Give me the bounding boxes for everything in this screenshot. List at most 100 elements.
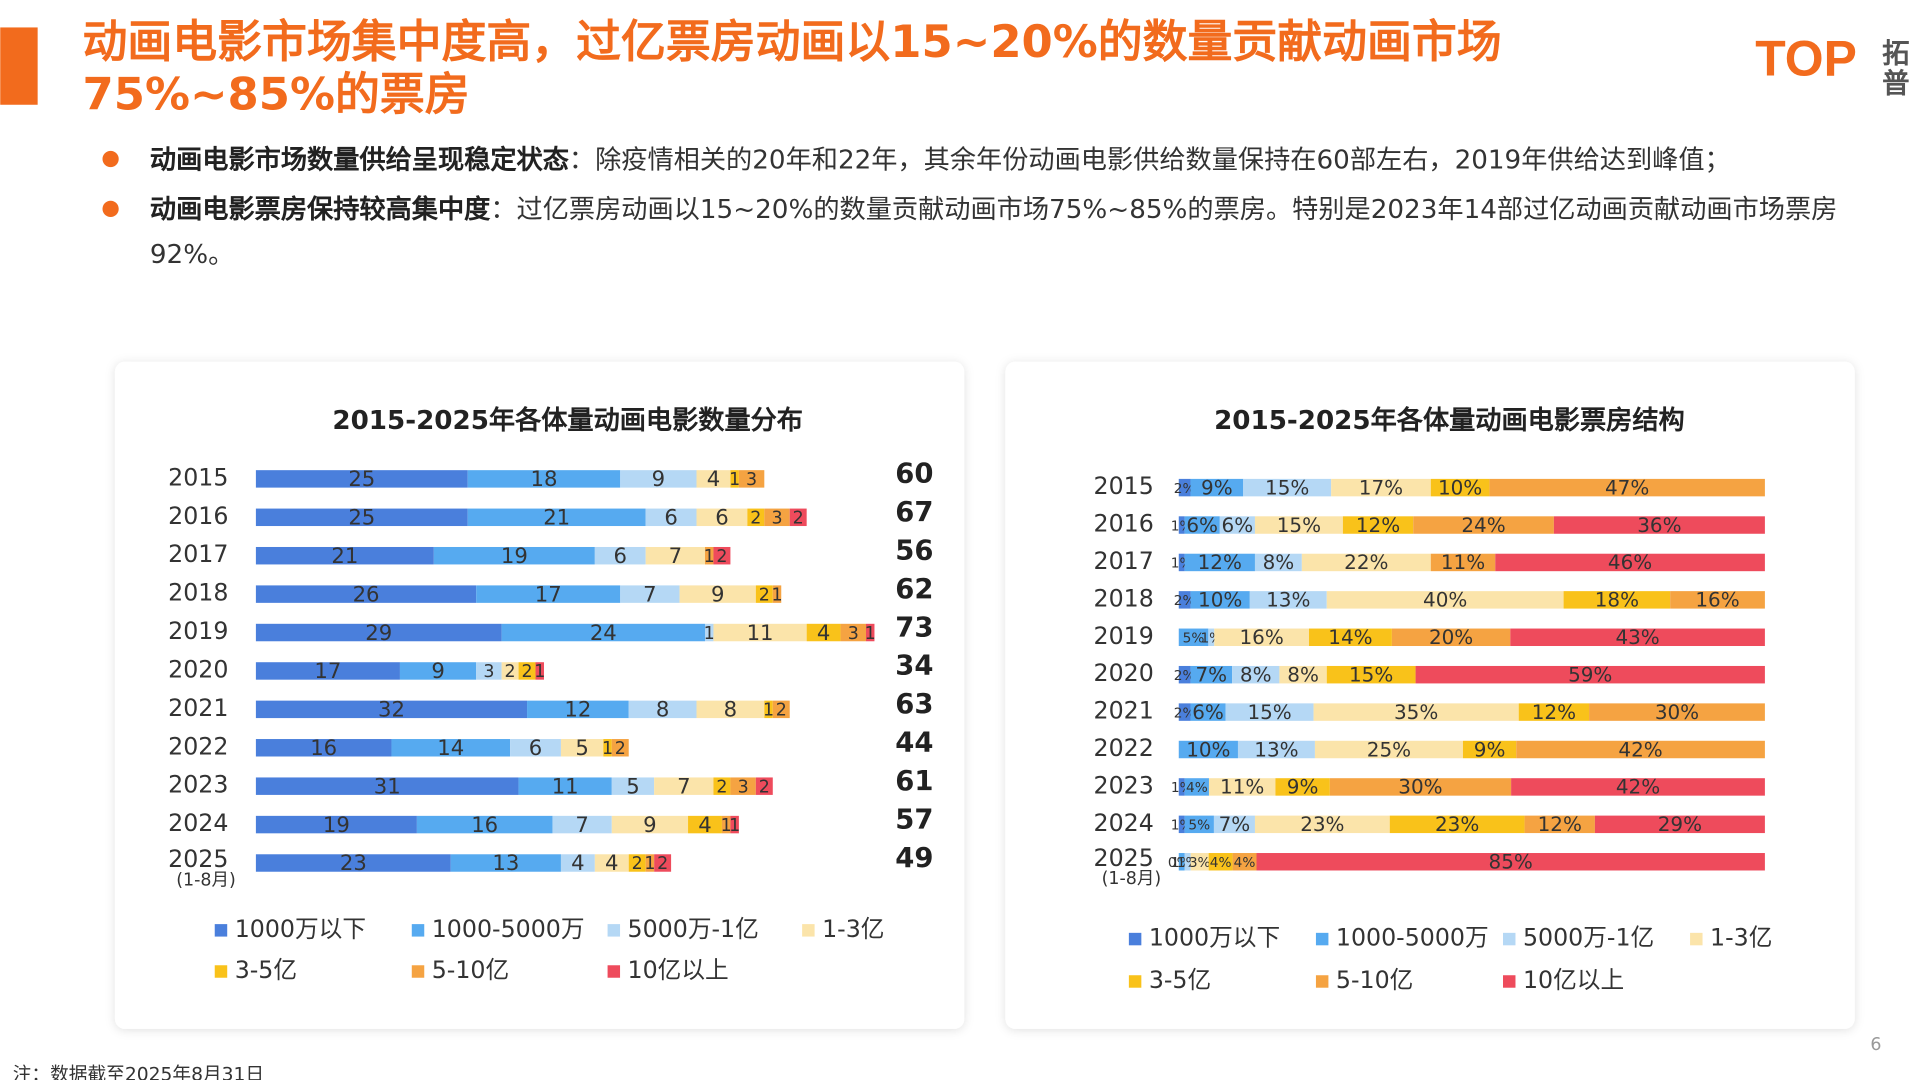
value-label: 7% xyxy=(1195,662,1227,686)
category-label: 2016 xyxy=(1094,510,1154,538)
value-label: 1 xyxy=(729,816,740,836)
value-label: 23% xyxy=(1300,812,1344,836)
value-label: 8% xyxy=(1240,662,1272,686)
category-label: 2023 xyxy=(168,771,228,799)
bar-segment xyxy=(1237,740,1315,759)
value-label: 31 xyxy=(374,773,401,798)
value-label: 6 xyxy=(614,543,627,568)
value-label: 85% xyxy=(1489,850,1533,874)
value-label: 2 xyxy=(615,739,626,759)
bar-segment xyxy=(1184,778,1209,796)
value-label: 2 xyxy=(632,854,643,874)
legend-swatch xyxy=(1690,932,1703,946)
category-label: 2020 xyxy=(168,655,228,683)
value-label: 16% xyxy=(1239,625,1283,649)
value-label: 3 xyxy=(738,777,749,797)
bar-segment xyxy=(1208,853,1233,871)
bar-segment xyxy=(594,854,629,872)
legend-label: 1000万以下 xyxy=(1149,924,1280,952)
value-label: 1 xyxy=(771,585,782,605)
value-label: 8 xyxy=(724,697,737,722)
value-label: 6% xyxy=(1222,513,1254,537)
value-label: 11 xyxy=(552,773,579,798)
bar-segment xyxy=(1243,478,1332,497)
category-label: 2018 xyxy=(168,579,228,607)
legend-label: 3-5亿 xyxy=(235,956,297,984)
value-label: 10% xyxy=(1438,475,1482,499)
value-label: 2 xyxy=(759,777,770,797)
value-label: 36% xyxy=(1637,513,1681,537)
legend-label: 5-10亿 xyxy=(432,956,509,984)
bar-segment xyxy=(1184,516,1220,534)
category-note: (1-8月) xyxy=(176,870,236,890)
value-label: 12% xyxy=(1538,812,1582,836)
value-label: 12% xyxy=(1532,700,1576,724)
value-label: 4% xyxy=(1234,855,1256,871)
value-label: 1 xyxy=(704,547,715,567)
bar-segment xyxy=(255,777,519,795)
bullet-dot xyxy=(102,200,119,217)
bar-segment xyxy=(1413,516,1554,534)
value-label: 8% xyxy=(1287,662,1319,686)
value-label: 7 xyxy=(643,581,656,606)
category-label: 2025 xyxy=(1094,844,1154,872)
bar-segment xyxy=(1178,815,1185,834)
bar-segment xyxy=(1495,553,1765,572)
value-label: 18 xyxy=(531,466,558,491)
bar-segment xyxy=(594,546,646,565)
value-label: 8 xyxy=(656,697,669,722)
bar-segment xyxy=(1178,778,1185,796)
bar-segment xyxy=(1313,703,1519,721)
bar-segment xyxy=(806,623,841,642)
chart-title: 2015-2025年各体量动画电影票房结构 xyxy=(1214,405,1685,436)
total-label: 57 xyxy=(895,804,933,835)
bar-segment xyxy=(391,739,511,757)
logo-cn: 普 xyxy=(1882,67,1909,99)
value-label: 7 xyxy=(677,773,690,798)
total-label: 56 xyxy=(895,535,933,566)
bar-segment xyxy=(1524,815,1595,834)
value-label: 4 xyxy=(571,850,584,875)
logo-cn: 拓 xyxy=(1882,38,1909,69)
value-label: 30% xyxy=(1655,700,1699,724)
bar-segment xyxy=(645,854,655,872)
value-label: 6% xyxy=(1192,700,1224,724)
legend-label: 5000万-1亿 xyxy=(1523,924,1654,952)
value-label: 4 xyxy=(605,850,618,875)
bar-segment xyxy=(1190,665,1233,684)
value-label: 8% xyxy=(1263,550,1295,574)
bar-segment xyxy=(560,854,595,872)
legend-label: 1000-5000万 xyxy=(1336,924,1489,952)
bar-segment xyxy=(1430,553,1496,572)
legend-swatch xyxy=(214,924,228,937)
logo: TOP xyxy=(1755,31,1857,87)
bar-segment xyxy=(1190,591,1250,609)
bar-segment xyxy=(1516,740,1765,759)
value-label: 16 xyxy=(310,735,337,760)
legend-label: 1-3亿 xyxy=(1710,924,1772,952)
value-label: 1 xyxy=(644,854,655,874)
bar-segment xyxy=(747,508,765,527)
title-line: 75%~85%的票房 xyxy=(83,67,470,120)
bar-segment xyxy=(1232,665,1280,684)
value-label: 59% xyxy=(1568,662,1612,686)
bar-segment xyxy=(1213,815,1255,834)
value-label: 1 xyxy=(763,701,774,721)
bar-segment xyxy=(1275,778,1330,796)
bar-segment xyxy=(1301,553,1431,572)
bar-segment xyxy=(1342,516,1414,534)
value-label: 4 xyxy=(698,812,711,837)
value-label: 4% xyxy=(1186,780,1208,796)
value-label: 15% xyxy=(1247,700,1291,724)
value-label: 29 xyxy=(365,620,392,645)
category-label: 2022 xyxy=(1094,734,1154,762)
total-label: 61 xyxy=(895,766,933,797)
bar-segment xyxy=(840,623,866,642)
value-label: 7 xyxy=(669,543,682,568)
bar-segment xyxy=(1553,516,1765,534)
bullet: 动画电影票房保持较高集中度：过亿票房动画以15~20%的数量贡献动画市场75%~… xyxy=(100,187,1883,277)
value-label: 9% xyxy=(1287,775,1319,799)
bar-segment xyxy=(560,739,604,757)
